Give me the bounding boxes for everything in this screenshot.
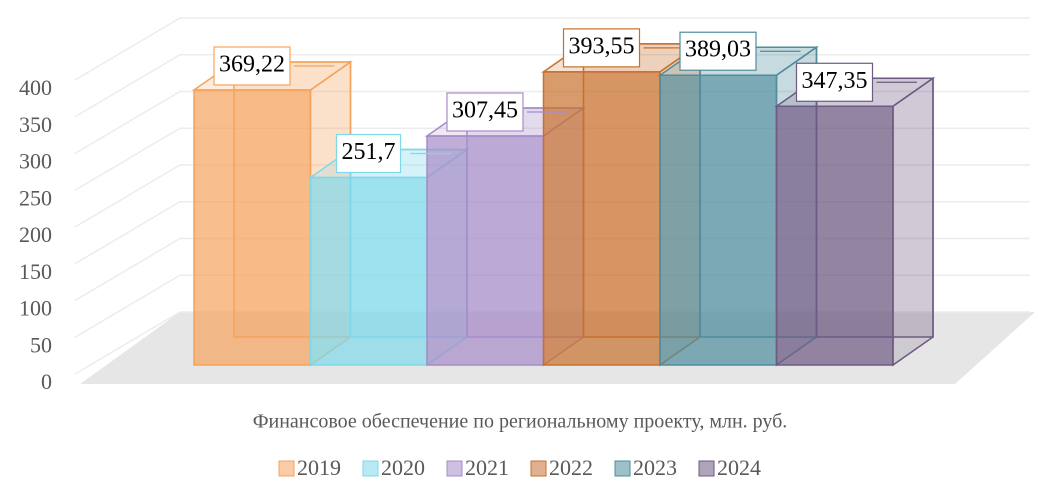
category-label: Финансовое обеспечение по региональному …	[253, 411, 788, 433]
legend-item: 2019	[278, 455, 341, 480]
bar	[659, 74, 778, 366]
bar	[309, 176, 428, 366]
legend-label: 2022	[549, 455, 593, 480]
legend-item: 2020	[362, 455, 425, 480]
value-label-box	[679, 31, 757, 71]
legend-swatch	[614, 460, 631, 477]
value-label-box	[446, 92, 524, 132]
legend: 2019 2020 2021 2022 2023 2024	[278, 455, 761, 480]
y-tick-label: 250	[19, 185, 52, 210]
value-label: 393,55	[569, 33, 635, 59]
bar-side	[892, 76, 934, 367]
legend-label: 2021	[465, 455, 509, 480]
y-tick-label: 400	[19, 75, 52, 100]
legend-swatch	[698, 460, 715, 477]
value-label-box	[335, 133, 402, 174]
legend-swatch	[530, 460, 547, 477]
y-tick-label: 50	[30, 332, 52, 357]
y-tick-label: 350	[19, 112, 52, 137]
y-tick-label: 300	[19, 149, 52, 174]
bar	[426, 135, 545, 366]
value-label: 347,35	[802, 68, 868, 94]
grid-line	[74, 17, 1030, 81]
legend-item: 2023	[614, 455, 677, 480]
legend-swatch	[278, 460, 295, 477]
legend-item: 2022	[530, 455, 593, 480]
value-label-box	[562, 28, 641, 68]
bar	[775, 105, 894, 366]
legend-label: 2019	[297, 455, 341, 480]
y-tick-label: 0	[41, 369, 52, 394]
value-label: 389,03	[685, 37, 751, 63]
y-tick-label: 100	[19, 296, 52, 321]
y-tick-label: 200	[19, 222, 52, 247]
value-label: 369,22	[219, 51, 285, 77]
value-label-box	[795, 62, 874, 102]
bar-3d	[774, 76, 936, 367]
legend-item: 2021	[446, 455, 509, 480]
value-label: 307,45	[452, 97, 518, 123]
legend-swatch	[362, 460, 379, 477]
bar	[193, 89, 312, 366]
legend-item: 2024	[698, 455, 761, 480]
legend-label: 2024	[717, 455, 761, 480]
value-label: 251,7	[342, 139, 396, 165]
y-tick-label: 150	[19, 259, 52, 284]
legend-label: 2023	[633, 455, 677, 480]
legend-label: 2020	[381, 455, 425, 480]
legend-swatch	[446, 460, 463, 477]
bar	[542, 71, 661, 366]
value-label-box	[213, 46, 291, 86]
